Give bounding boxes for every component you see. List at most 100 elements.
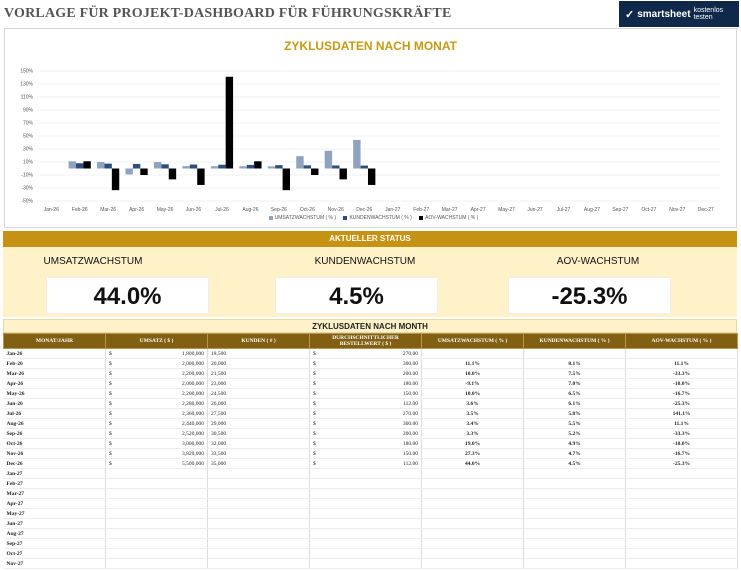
bar-aov-growth <box>339 168 347 180</box>
currency-value: 1,800,000 <box>182 350 204 357</box>
cell-revenue-growth <box>421 558 524 569</box>
cell-month: Aug-26 <box>3 418 106 429</box>
cell-aov <box>309 468 422 479</box>
cell-customer-growth <box>523 478 626 489</box>
cell-month: Jan-27 <box>3 468 106 479</box>
cell-revenue: $2,440,000 <box>105 418 208 429</box>
currency-value: 2,000,000 <box>182 360 204 367</box>
legend-swatch <box>268 215 273 220</box>
cell-revenue-growth: 10.0% <box>421 388 524 399</box>
x-tick-label: Nov-27 <box>669 207 685 213</box>
table-header-row: MONAT/JAHR UMSATZ ( $ ) KUNDEN ( # ) DUR… <box>3 333 738 349</box>
currency-symbol: $ <box>109 410 112 417</box>
cell-customer-growth: 8.1% <box>523 358 626 369</box>
x-tick-label: Dec-27 <box>698 207 714 213</box>
table-body: Jan-26 $1,800,000 18,500 $270.00 Feb-26 $2,00… <box>3 348 738 569</box>
cell-aov: $200.00 <box>309 368 422 379</box>
cell-customer-growth <box>523 528 626 539</box>
x-tick-label: Sep-26 <box>271 207 287 213</box>
cell-customer-growth <box>523 538 626 549</box>
x-tick-label: Apr-26 <box>129 207 144 213</box>
cell-aov-growth <box>625 518 738 529</box>
currency-symbol: $ <box>313 370 316 377</box>
cell-aov-growth: 11.1% <box>625 418 738 429</box>
cell-aov: $150.00 <box>309 448 422 459</box>
cell-revenue-growth: 3.3% <box>421 428 524 439</box>
cell-customers: 24,500 <box>207 388 310 399</box>
cell-aov-growth: -33.3% <box>625 368 738 379</box>
currency-symbol: $ <box>109 390 112 397</box>
cell-month: Nov-27 <box>3 558 106 569</box>
cell-customers <box>207 508 310 519</box>
legend-swatch <box>419 215 424 220</box>
table-row: Jun-26 $2,280,000 26,000 $112.00 3.6% 6.1% -25… <box>3 398 738 409</box>
cell-aov: $112.00 <box>309 398 422 409</box>
cell-month: May-27 <box>3 508 106 519</box>
cell-aov-growth <box>625 468 738 479</box>
cell-revenue-growth <box>421 468 524 479</box>
smartsheet-logo-button[interactable]: ✓ smartsheet kostenlos testen <box>619 1 739 27</box>
x-tick-label: Feb-26 <box>72 207 88 213</box>
table-row: May-26 $2,200,000 24,500 $150.00 10.0% 6.5% -1… <box>3 388 738 399</box>
cell-aov: $200.00 <box>309 428 422 439</box>
cell-revenue: $3,000,000 <box>105 438 208 449</box>
kpi-value: 4.5% <box>275 277 438 314</box>
x-tick-label: Nov-26 <box>328 207 344 213</box>
cell-revenue-growth: 3.6% <box>421 398 524 409</box>
cell-customers <box>207 518 310 529</box>
bar-revenue-growth <box>125 168 133 175</box>
cell-aov-growth <box>625 548 738 559</box>
y-tick-label: 50% <box>23 134 34 140</box>
x-tick-label: Sep-27 <box>612 207 628 213</box>
table-row: Apr-27 <box>3 498 738 509</box>
logo-brand: smartsheet <box>637 8 691 20</box>
cycle-chart: ZYKLUSDATEN NACH MONAT 150% 130% 110% 90% 70… <box>4 28 737 228</box>
cell-customers: 35,000 <box>207 458 310 469</box>
kpi-aov-growth: AOV-WACHSTUM -25.3% <box>508 247 688 317</box>
cell-month: Jan-26 <box>3 348 106 359</box>
table-row: Oct-26 $3,000,000 32,000 $180.00 19.0% 4.9% -1… <box>3 438 738 449</box>
cell-aov: $180.00 <box>309 378 422 389</box>
currency-value: 3,000,000 <box>182 440 204 447</box>
x-tick-label: Jun-27 <box>527 207 543 213</box>
bar-revenue-growth <box>97 162 105 169</box>
bar-customer-growth <box>132 163 141 169</box>
col-header-month: MONAT/JAHR <box>3 333 106 349</box>
col-header-customer-growth: KUNDENWACHSTUM ( % ) <box>523 333 626 349</box>
cell-month: Oct-26 <box>3 438 106 449</box>
col-header-revenue: UMSATZ ( $ ) <box>105 333 208 349</box>
currency-symbol: $ <box>109 370 112 377</box>
cell-customers: 27,500 <box>207 408 310 419</box>
table-row: Jan-27 <box>3 468 738 479</box>
cell-month: Jun-27 <box>3 518 106 529</box>
x-tick-label: Aug-26 <box>242 207 258 213</box>
currency-symbol: $ <box>313 460 316 467</box>
cell-aov-growth: 11.1% <box>625 358 738 369</box>
currency-value: 150.00 <box>402 450 418 457</box>
currency-value: 150.00 <box>402 390 418 397</box>
cell-customer-growth: 5.8% <box>523 408 626 419</box>
cell-aov <box>309 528 422 539</box>
cell-revenue-growth: -9.1% <box>421 378 524 389</box>
cell-revenue-growth <box>421 528 524 539</box>
cell-revenue-growth: 44.0% <box>421 458 524 469</box>
cell-revenue: $2,000,000 <box>105 358 208 369</box>
x-tick-label: May-27 <box>498 207 515 213</box>
currency-symbol: $ <box>313 390 316 397</box>
bar-aov-growth <box>254 161 262 169</box>
bar-aov-growth <box>197 168 205 185</box>
x-tick-label: Mar-26 <box>100 207 116 213</box>
cell-month: Apr-27 <box>3 498 106 509</box>
bar-aov-growth <box>83 161 91 169</box>
currency-value: 5,500,000 <box>182 460 204 467</box>
cell-revenue-growth: 10.0% <box>421 368 524 379</box>
cell-revenue-growth: 27.3% <box>421 448 524 459</box>
cell-revenue-growth: 3.5% <box>421 408 524 419</box>
currency-value: 2,200,000 <box>182 370 204 377</box>
x-tick-label: Aug-27 <box>584 207 600 213</box>
cell-revenue <box>105 498 208 509</box>
legend-label: KUNDENWACHSTUM ( % ) <box>349 215 412 221</box>
cell-customer-growth: 6.5% <box>523 388 626 399</box>
currency-value: 200.00 <box>402 370 418 377</box>
cell-aov-growth <box>625 558 738 569</box>
